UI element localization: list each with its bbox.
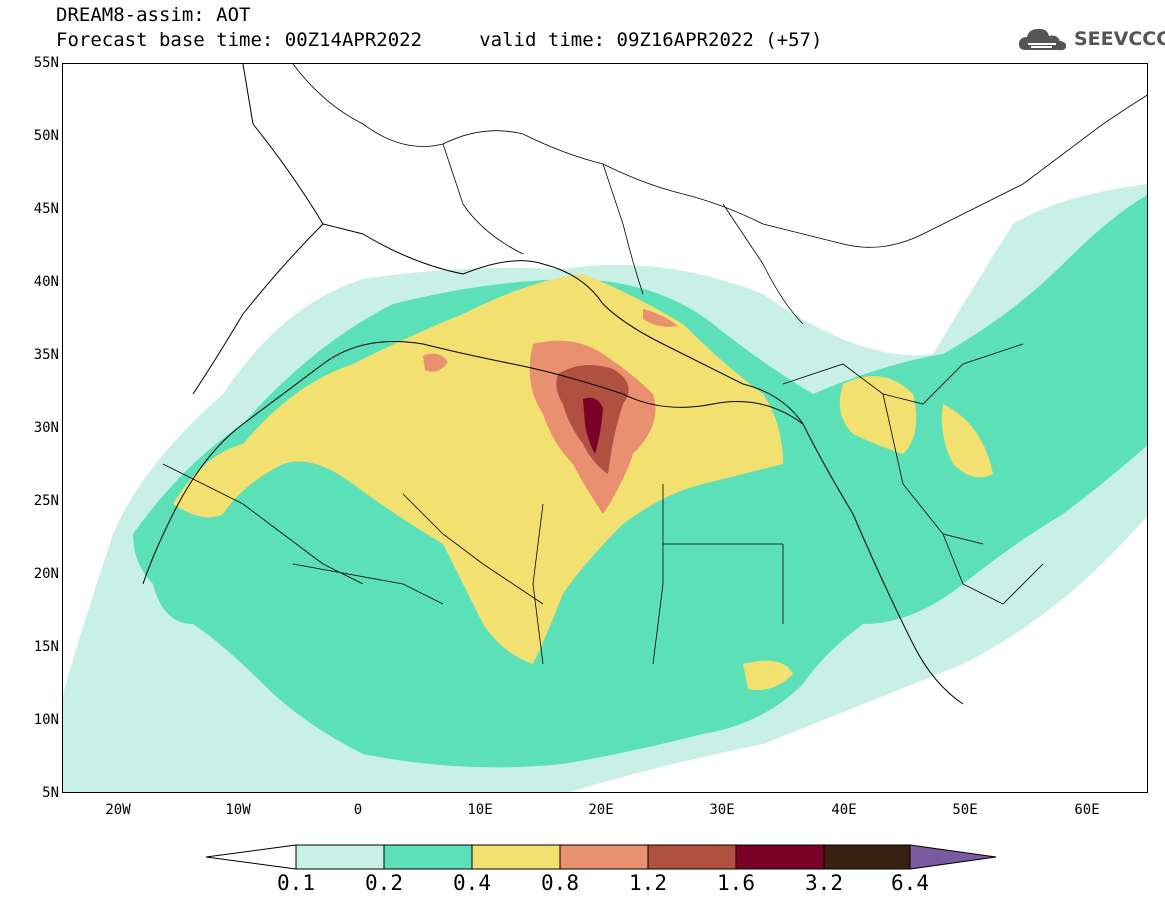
aot-field (63, 64, 1147, 792)
y-tick-label: 50N (33, 128, 59, 144)
map-title: DREAM8-assim: AOT (56, 4, 251, 26)
x-tick-label: 20W (105, 802, 131, 818)
colorbar-label: 0.1 (277, 871, 315, 895)
logo-text: SEEVCCC (1074, 28, 1165, 50)
y-tick-label: 40N (33, 274, 59, 290)
aot-band-0.4 (173, 274, 783, 664)
colorbar-swatch (383, 844, 473, 870)
colorbar-swatch (559, 844, 649, 870)
y-tick-label: 55N (33, 55, 59, 71)
aot-band-0.4-arabia (839, 376, 917, 454)
y-tick-label: 45N (33, 201, 59, 217)
colorbar-swatch (735, 844, 825, 870)
seevccc-logo: SEEVCCC (1016, 22, 1165, 56)
aot-band-1.6 (583, 397, 603, 454)
x-tick-label: 30E (709, 802, 735, 818)
y-tick-label: 10N (33, 712, 59, 728)
colorbar-label: 0.4 (453, 871, 491, 895)
colorbar-swatch (823, 844, 911, 870)
y-tick-label: 25N (33, 493, 59, 509)
y-tick-label: 15N (33, 639, 59, 655)
aot-band-0.8-spot (423, 353, 448, 372)
x-tick-label: 40E (831, 802, 857, 818)
x-tick-label: 0 (353, 802, 363, 818)
aot-band-0.4-gulf (941, 404, 993, 478)
europe-outline (292, 64, 1147, 325)
x-tick-label: 20E (588, 802, 614, 818)
map-plot-area (62, 63, 1148, 793)
y-tick-label: 20N (33, 566, 59, 582)
coastline (142, 64, 964, 705)
colorbar-low-arrow (206, 844, 297, 870)
x-tick-label: 10W (225, 802, 251, 818)
colorbar-label: 0.2 (365, 871, 403, 895)
x-tick-label: 60E (1074, 802, 1100, 818)
y-tick-label: 35N (33, 347, 59, 363)
colorbar-high-arrow (909, 844, 997, 870)
colorbar-swatch (471, 844, 561, 870)
country-borders (162, 343, 1044, 665)
cloud-icon (1018, 28, 1067, 51)
colorbar-label: 1.2 (629, 871, 667, 895)
map-subtitle: Forecast base time: 00Z14APR2022 valid t… (56, 29, 823, 51)
colorbar-swatch (647, 844, 737, 870)
y-tick-label: 30N (33, 420, 59, 436)
colorbar-label: 3.2 (805, 871, 843, 895)
x-tick-label: 10E (467, 802, 493, 818)
aot-band-0.8-greece (643, 309, 678, 327)
y-tick-label: 5N (42, 785, 59, 801)
x-tick-label: 50E (952, 802, 978, 818)
colorbar-label: 0.8 (541, 871, 579, 895)
colorbar-swatch (295, 844, 385, 870)
colorbar-label: 6.4 (891, 871, 929, 895)
colorbar (206, 844, 997, 870)
colorbar-label: 1.6 (717, 871, 755, 895)
aot-band-0.4-sahel (743, 660, 793, 690)
